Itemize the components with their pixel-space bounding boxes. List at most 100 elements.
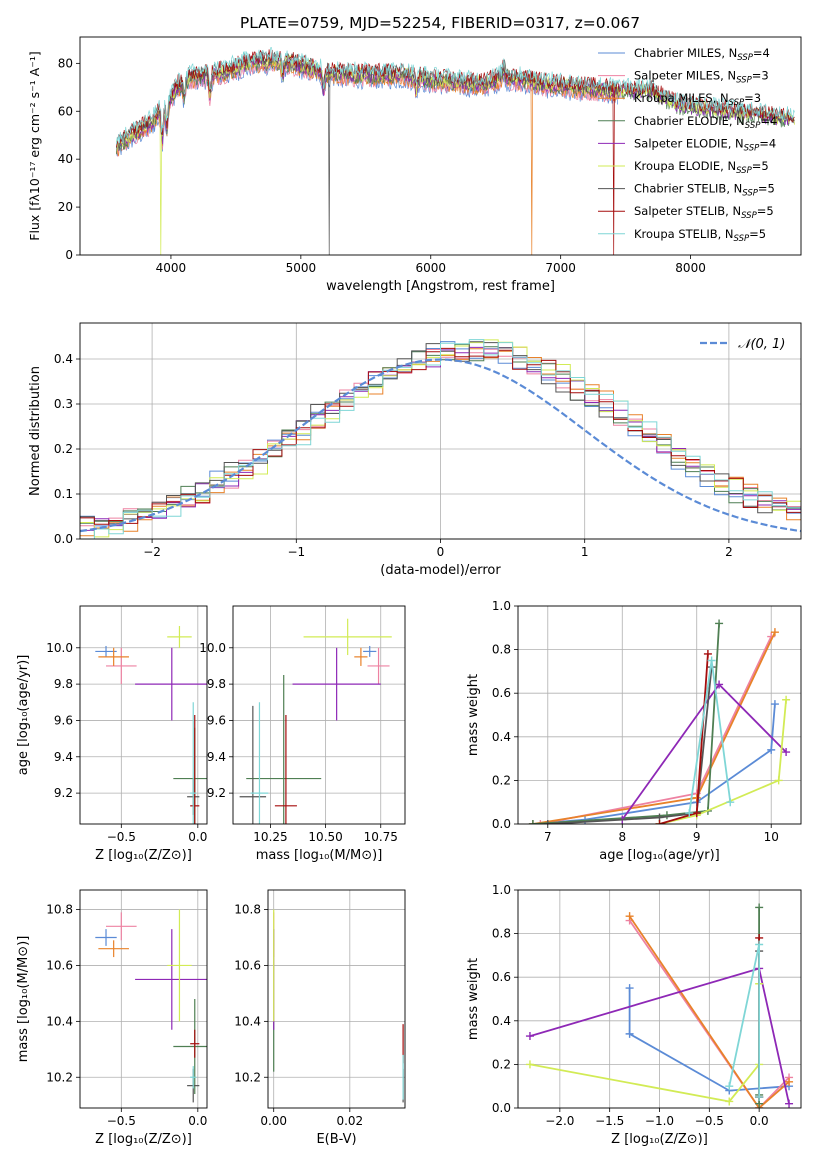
normal-curve <box>80 358 801 533</box>
chart-residuals: −2 −1 0 1 2 0.0 0.1 0.2 0.3 0.4 (data-model)/error… <box>28 322 802 578</box>
y-tick-label: 0.6 <box>492 686 511 700</box>
axes-frame <box>79 605 208 825</box>
axes-frame <box>232 605 406 825</box>
weight-marker <box>755 903 764 912</box>
legend-label: 𝒩(0, 1) <box>738 337 785 352</box>
y-tick-label: 0.0 <box>492 817 511 831</box>
y-axis-label: Normed distribution <box>28 366 43 496</box>
legend-label: Chabrier MILES, NSSP=4 <box>634 46 770 63</box>
legend-label: Chabrier STELIB, NSSP=5 <box>634 182 775 199</box>
weight-marker <box>725 1097 734 1106</box>
x-tick-label: 0.0 <box>750 1114 769 1128</box>
weight-marker <box>525 1060 534 1069</box>
errorbar-kroupa_elodie <box>303 618 392 656</box>
axes-frame <box>79 322 802 540</box>
x-axis-label: mass [log₁₀(M/M⊙)] <box>256 848 383 863</box>
errorbar-chabrier_elodie <box>246 675 322 824</box>
charts-layer: 4000 5000 6000 7000 8000020406080wavelength … <box>16 36 802 1147</box>
legend-label: Kroupa STELIB, NSSP=5 <box>634 227 766 244</box>
x-axis-label: wavelength [Angstrom, rest frame] <box>326 279 555 294</box>
x-tick-label: 10.50 <box>308 830 342 844</box>
errorbar-chabrier_miles <box>95 929 117 946</box>
errorbar-salpeter_miles <box>106 912 137 941</box>
y-tick-label: 0.0 <box>54 532 73 546</box>
weight-marker <box>685 809 694 818</box>
spectrum-line-salpeter_stelib <box>116 49 795 255</box>
y-tick-label: 0.3 <box>54 397 73 411</box>
chart-z-age: −0.5 0.0 9.2 9.4 9.6 9.8 10.0 Z [log₁₀(Z/Z⊙)] ag… <box>16 605 208 863</box>
x-tick-label: −2 <box>143 545 161 559</box>
y-tick-label: 10.6 <box>234 958 261 972</box>
weight-marker <box>782 695 791 704</box>
x-tick-label: 10 <box>764 830 779 844</box>
errorbar-salpeter_elodie <box>292 647 381 721</box>
weight-marker <box>536 820 545 824</box>
y-tick-label: 10.8 <box>234 903 261 917</box>
errorbar-kroupa_miles <box>98 940 129 958</box>
errorbar-chabrier_miles <box>363 645 377 657</box>
y-tick-label: 10.4 <box>46 1014 73 1028</box>
x-tick-label: 0.0 <box>188 1114 207 1128</box>
y-axis-label: mass [log₁₀(M/M⊙)] <box>16 936 31 1063</box>
weight-line-salpeter_miles <box>628 919 790 1108</box>
weight-marker <box>715 619 724 628</box>
plot-area-z-mass <box>95 909 207 1103</box>
y-tick-label: 0.4 <box>492 1014 511 1028</box>
y-axis-label: mass weight <box>466 958 481 1040</box>
plot-area-spectrum <box>116 47 795 255</box>
spectrum-line-kroupa_stelib <box>116 47 795 145</box>
weight-marker <box>770 628 779 637</box>
weight-marker <box>625 912 634 921</box>
y-tick-label: 10.0 <box>46 641 73 655</box>
y-tick-label: 9.6 <box>54 713 73 727</box>
y-tick-label: 10.8 <box>46 903 73 917</box>
chart-mass-age: 10.25 10.50 10.75 9.2 9.4 9.6 9.8 10.0 mass [log… <box>199 605 406 863</box>
x-tick-label: 9 <box>693 830 701 844</box>
legend-label: Salpeter STELIB, NSSP=5 <box>634 204 774 221</box>
y-tick-label: 1.0 <box>492 883 511 897</box>
chart-age-weight: 7 8 9 10 0.0 0.2 0.4 0.6 0.8 1.0 age [log₁₀(age/yr… <box>466 599 802 863</box>
x-tick-label: 0.0 <box>188 830 207 844</box>
errorbar-kroupa_stelib <box>190 1066 197 1089</box>
plot-area-z-weight <box>525 903 794 1108</box>
weight-marker <box>528 820 537 824</box>
y-tick-label: 9.4 <box>54 750 73 764</box>
errorbar-chabrier_stelib <box>239 705 267 824</box>
x-tick-label: −2.0 <box>545 1114 574 1128</box>
x-tick-label: 5000 <box>286 261 317 275</box>
y-tick-label: 1.0 <box>492 599 511 613</box>
y-tick-label: 0 <box>65 248 73 262</box>
plot-area-z-age <box>95 625 207 824</box>
y-tick-label: 9.8 <box>207 677 226 691</box>
weight-marker <box>755 1093 764 1102</box>
y-tick-label: 9.6 <box>207 713 226 727</box>
y-axis-label: age [log₁₀(age/yr)] <box>16 655 31 776</box>
weight-marker <box>703 649 712 658</box>
errorbar-kroupa_elodie <box>167 909 192 1022</box>
x-tick-label: 1 <box>581 545 589 559</box>
x-tick-label: −0.5 <box>695 1114 724 1128</box>
plot-area-mass-age <box>239 618 392 824</box>
chart-z-mass: −0.5 0.0 10.2 10.4 10.6 10.8 Z [log₁₀(Z/Z⊙)] ma… <box>16 889 208 1147</box>
y-tick-label: 0.2 <box>492 773 511 787</box>
axes-frame <box>79 36 802 256</box>
y-tick-label: 9.2 <box>207 786 226 800</box>
errorbar-kroupa_elodie <box>167 625 192 648</box>
x-axis-label: Z [log₁₀(Z/Z⊙)] <box>95 1132 192 1147</box>
weight-line-kroupa_miles <box>628 915 790 1108</box>
x-axis-label: age [log₁₀(age/yr)] <box>599 848 720 863</box>
errorbar-salpeter_stelib <box>190 715 200 824</box>
y-tick-label: 0.4 <box>492 730 511 744</box>
axes-frame <box>267 889 406 1109</box>
weight-marker <box>782 748 791 757</box>
spectrum-line-chabrier_elodie <box>116 55 795 155</box>
figure-title: PLATE=0759, MJD=52254, FIBERID=0317, z=0… <box>240 14 640 32</box>
errorbar-salpeter_elodie <box>135 929 207 1030</box>
x-tick-label: 0.00 <box>260 1114 287 1128</box>
x-axis-label: (data-model)/error <box>380 563 501 578</box>
weight-marker <box>525 1032 534 1041</box>
y-tick-label: 10.4 <box>234 1014 261 1028</box>
weight-marker <box>715 680 724 689</box>
x-tick-label: −1 <box>287 545 305 559</box>
